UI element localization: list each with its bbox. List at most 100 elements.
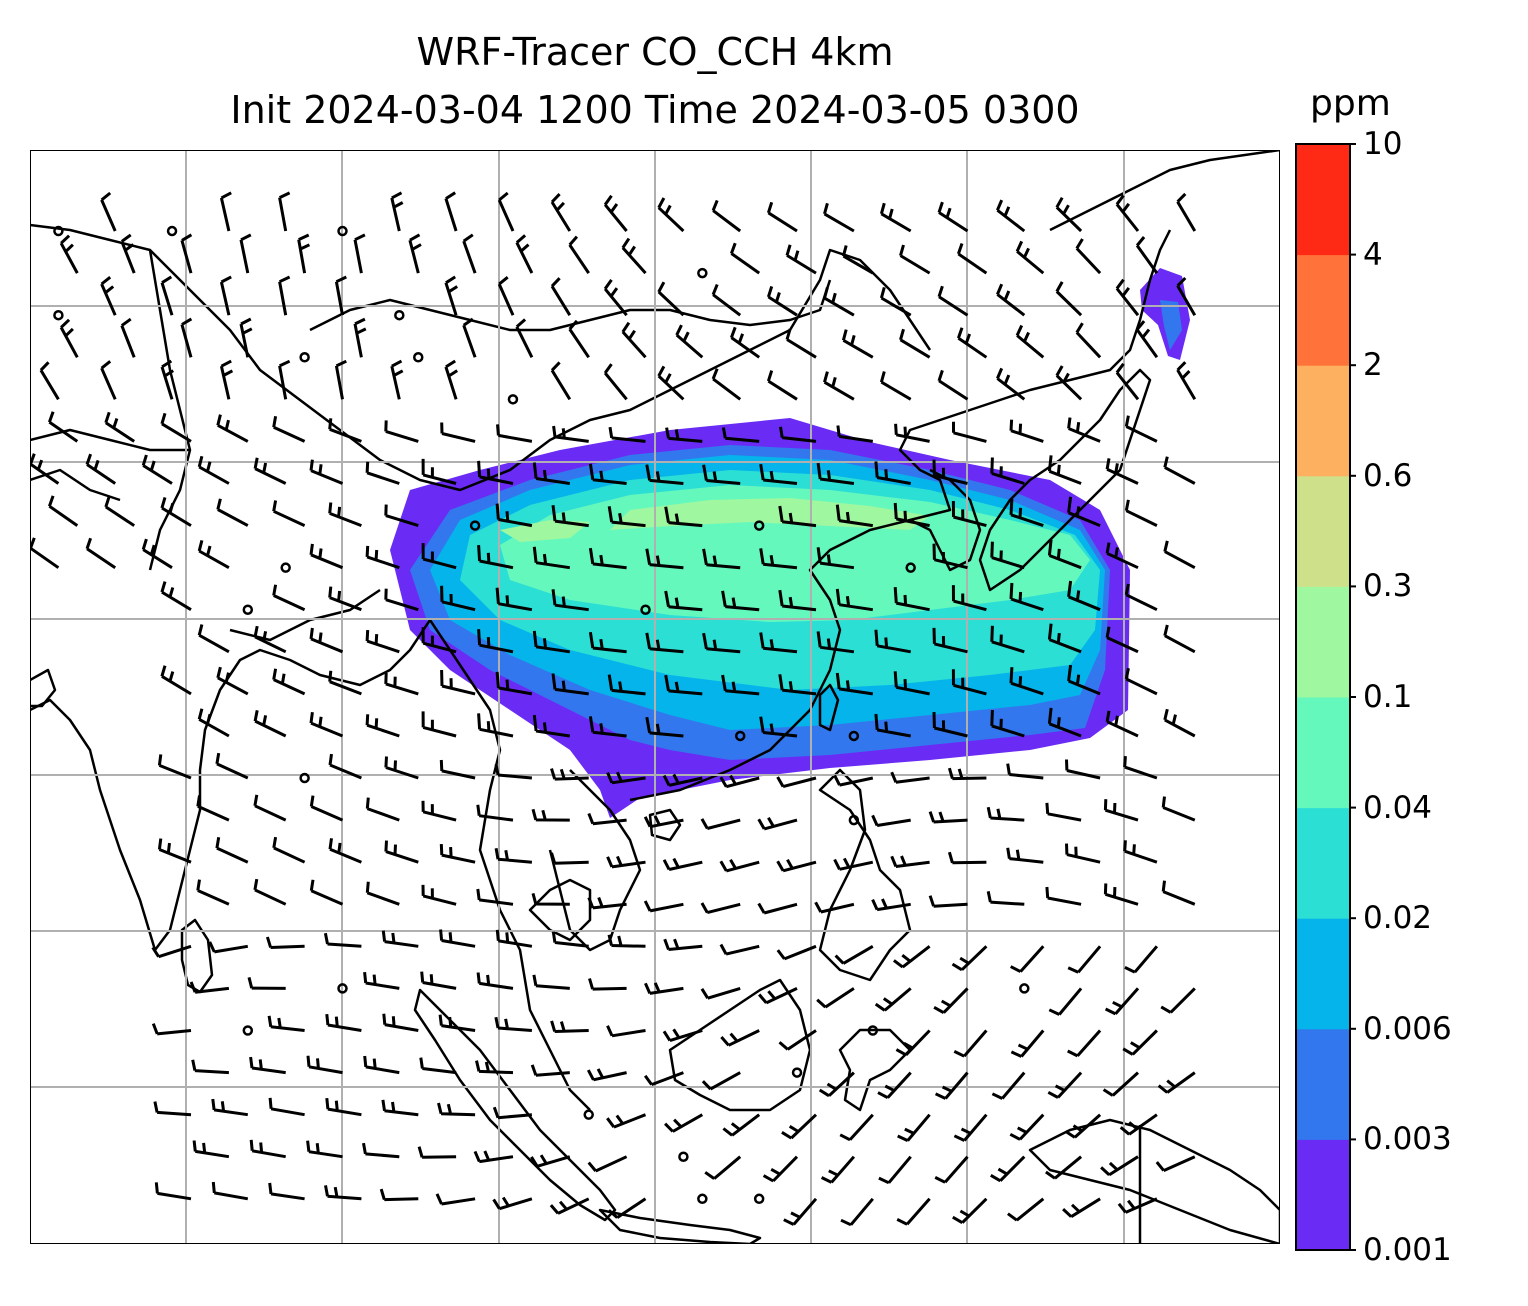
wind-barb	[215, 836, 249, 864]
wind-barb	[1161, 880, 1196, 906]
wind-barb	[841, 245, 874, 275]
wind-barb	[495, 587, 533, 612]
wind-barb	[587, 896, 627, 910]
wind-barb	[568, 319, 590, 359]
wind-barb	[893, 586, 930, 612]
colorbar-label: 2	[1363, 347, 1383, 384]
wind-barb	[211, 1098, 249, 1117]
wind-barb	[160, 665, 192, 696]
wind-barb	[104, 495, 136, 527]
wind-barb	[657, 281, 685, 317]
colorbar-label: 0.3	[1363, 568, 1413, 605]
wind-barb	[785, 244, 817, 275]
wind-barb	[1115, 362, 1140, 401]
wind-barb	[334, 275, 347, 316]
wind-barb	[497, 191, 515, 232]
wind-barb	[239, 317, 253, 358]
wind-barb	[211, 1181, 249, 1201]
wind-barb	[1124, 945, 1159, 974]
wind-barb	[951, 500, 987, 528]
wind-barb	[645, 464, 684, 485]
wind-barb	[100, 191, 117, 232]
coast-korea	[909, 468, 982, 572]
wind-barb	[990, 1155, 1026, 1183]
wind-barb	[408, 233, 422, 274]
calm-marker	[242, 604, 254, 615]
wind-barb	[390, 359, 404, 400]
wind-barb	[871, 814, 911, 827]
wind-barb	[1105, 542, 1139, 570]
wind-barb	[645, 632, 684, 654]
wind-barb	[365, 714, 400, 738]
wind-barb	[1124, 415, 1158, 443]
wind-barb	[160, 275, 174, 316]
wind-barb	[1047, 539, 1082, 570]
wind-barb	[823, 202, 855, 233]
wind-barb	[160, 496, 192, 527]
wind-barb	[530, 1064, 570, 1077]
wind-barb	[530, 1154, 571, 1168]
wind-barb	[1045, 886, 1082, 906]
wind-barb	[1065, 843, 1101, 864]
wind-barb	[440, 585, 476, 612]
wind-barb	[947, 767, 987, 781]
wind-barb	[664, 590, 703, 612]
wind-barb	[497, 276, 515, 316]
wind-barb	[297, 233, 311, 274]
calm-marker	[394, 309, 405, 321]
wind-barb	[216, 414, 249, 443]
wind-barb	[515, 318, 534, 358]
wind-barb	[588, 631, 627, 654]
wind-barb	[421, 627, 457, 654]
wind-barb	[160, 581, 192, 611]
wind-barb	[1009, 419, 1044, 443]
wind-barb	[476, 972, 514, 990]
colorbar-segment	[1296, 697, 1350, 809]
wind-barb	[833, 857, 874, 871]
wind-barb	[247, 977, 286, 990]
wind-barb	[1161, 796, 1196, 822]
colorbar-segment	[1296, 1028, 1350, 1140]
wind-barb	[59, 318, 79, 359]
wind-barb	[309, 879, 344, 906]
wind-barb	[104, 411, 136, 443]
wind-barb	[785, 328, 817, 359]
wind-barb	[272, 836, 306, 864]
wind-barb	[306, 1140, 343, 1159]
wind-barb	[778, 589, 817, 612]
wind-barb	[268, 1182, 305, 1201]
wind-barb	[1163, 624, 1196, 654]
wind-barb	[328, 753, 362, 780]
wind-barb	[153, 1101, 192, 1117]
wind-barb	[1047, 623, 1082, 654]
plume-hokkaido-inner	[1160, 300, 1182, 350]
wind-barb	[823, 371, 855, 401]
wind-barb	[272, 584, 306, 612]
wind-barb	[956, 243, 988, 275]
border-inner-asia	[30, 223, 932, 492]
wind-barb	[309, 543, 344, 570]
wind-barb	[1006, 847, 1044, 864]
wind-barb	[384, 840, 419, 864]
wind-barb	[894, 423, 930, 443]
wind-barb	[890, 855, 930, 868]
wind-barb	[990, 625, 1025, 654]
wind-barb	[216, 666, 249, 696]
calm-marker	[1019, 983, 1030, 994]
wind-barb	[1055, 196, 1083, 233]
colorbar-label: 0.6	[1363, 457, 1413, 494]
wind-barb	[990, 457, 1025, 485]
wind-barb	[1075, 322, 1102, 359]
wind-barb	[309, 627, 344, 654]
wind-barb	[552, 425, 589, 443]
wind-barb	[1010, 1029, 1045, 1058]
wind-barb	[899, 244, 931, 275]
wind-barb	[953, 1113, 988, 1142]
wind-barb	[663, 938, 703, 951]
wind-barb	[381, 1099, 419, 1117]
calm-marker	[337, 983, 348, 994]
wind-barb	[1075, 238, 1102, 275]
wind-barb	[306, 1055, 343, 1075]
coast-vietnam	[548, 769, 642, 952]
wind-barb	[1067, 496, 1101, 527]
